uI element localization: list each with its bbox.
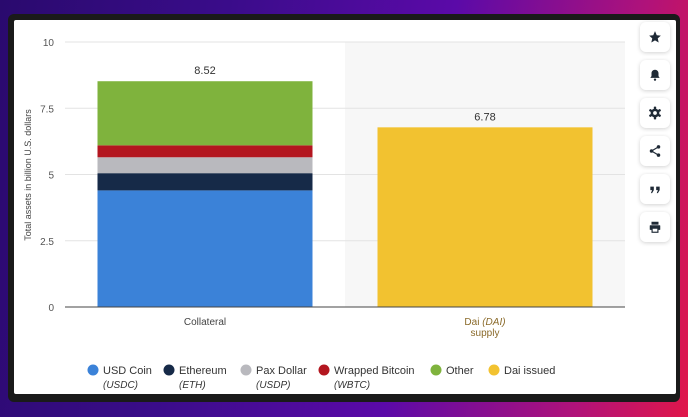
legend-label: Dai issued xyxy=(504,365,555,377)
legend-sublabel: (USDC) xyxy=(103,380,138,391)
x-category-label-part: (DAI) xyxy=(482,317,505,328)
legend-label: Other xyxy=(446,365,474,377)
x-category-label: Collateral xyxy=(184,317,226,328)
y-tick-label: 7.5 xyxy=(40,104,54,115)
bar-segment xyxy=(97,81,313,146)
legend-label: Pax Dollar xyxy=(256,365,307,377)
legend-item[interactable]: Ethereum (ETH) xyxy=(163,364,227,392)
y-tick-label: 0 xyxy=(48,303,54,314)
legend-label: Ethereum xyxy=(179,365,227,377)
legend-label: USD Coin xyxy=(103,365,152,377)
y-tick-label: 10 xyxy=(43,38,55,49)
legend-item[interactable]: USD Coin (USDC) xyxy=(87,364,152,392)
legend-marker xyxy=(240,364,252,376)
x-category-label-part: Dai xyxy=(464,317,482,328)
star-icon xyxy=(649,31,661,43)
legend-sublabel: (ETH) xyxy=(179,380,206,391)
bar-segment xyxy=(97,145,313,158)
bar-total-label: 8.52 xyxy=(194,65,215,77)
quote-icon xyxy=(650,186,660,194)
y-axis-label: Total assets in billion U.S. dollars xyxy=(23,109,33,241)
cite-button[interactable] xyxy=(640,174,670,204)
legend-item[interactable]: Dai issued xyxy=(488,364,556,378)
bar-segment xyxy=(97,173,313,191)
legend-sublabel: (WBTC) xyxy=(334,380,370,391)
share-button[interactable] xyxy=(640,136,670,166)
share-icon xyxy=(649,145,661,157)
x-category-label: supply xyxy=(471,328,500,339)
legend-item[interactable]: Wrapped Bitcoin (WBTC) xyxy=(318,364,415,392)
bell-icon xyxy=(650,69,660,81)
legend-marker xyxy=(430,364,442,376)
bar-total-label: 6.78 xyxy=(474,111,495,123)
settings-button[interactable] xyxy=(640,98,670,128)
legend-sublabel: (USDP) xyxy=(256,380,290,391)
legend-item[interactable]: Pax Dollar (USDP) xyxy=(240,364,308,392)
y-tick-label: 5 xyxy=(48,171,54,182)
notification-button[interactable] xyxy=(640,60,670,90)
print-icon xyxy=(649,221,661,233)
x-category-label-part: supply xyxy=(471,328,500,339)
legend-item[interactable]: Other xyxy=(430,364,474,378)
gear-icon xyxy=(649,106,661,120)
y-tick-label: 2.5 xyxy=(40,237,54,248)
stacked-bar-chart: 0 2.5 5 7.5 10 Total assets in billion U.S. d… xyxy=(23,38,625,392)
bar-segment xyxy=(97,157,313,174)
favorite-button[interactable] xyxy=(640,22,670,52)
legend-marker xyxy=(87,364,99,376)
x-category-label-part: Collateral xyxy=(184,317,226,328)
bar-segment xyxy=(377,127,593,307)
legend-marker xyxy=(163,364,175,376)
legend-marker xyxy=(488,364,500,376)
x-category-label: Dai (DAI) xyxy=(464,317,505,328)
legend-marker xyxy=(318,364,330,376)
print-button[interactable] xyxy=(640,212,670,242)
bar-segment xyxy=(97,190,313,307)
legend-label: Wrapped Bitcoin xyxy=(334,365,415,377)
